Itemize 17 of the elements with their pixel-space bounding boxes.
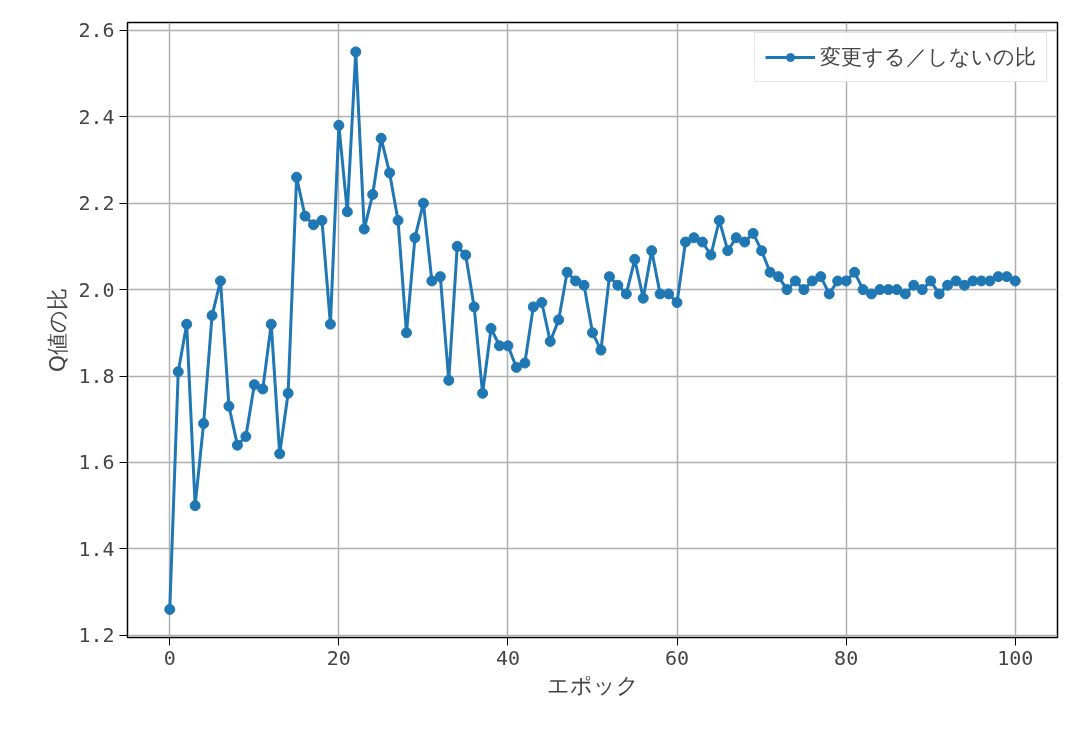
x-axis-title: エポック [546,672,639,698]
x-tick-label: 40 [495,645,521,670]
x-tick-label: 0 [163,645,176,670]
legend-label: 変更する／しないの比 [820,44,1036,71]
y-tick-label: 1.6 [78,450,115,475]
y-tick-label: 2.0 [78,277,115,302]
x-tick-label: 100 [997,645,1034,670]
y-tick-label: 2.6 [78,18,115,43]
y-tick-label: 1.2 [78,623,115,648]
y-tick-label: 1.8 [78,364,115,389]
x-tick-label: 20 [326,645,351,670]
y-tick-label: 1.4 [78,536,115,561]
x-tick-label: 80 [834,645,859,670]
x-tick-label: 60 [665,645,690,670]
y-tick-label: 2.2 [78,191,115,216]
y-tick-label: 2.4 [78,104,115,129]
y-axis-title: Q値の比 [45,287,71,373]
